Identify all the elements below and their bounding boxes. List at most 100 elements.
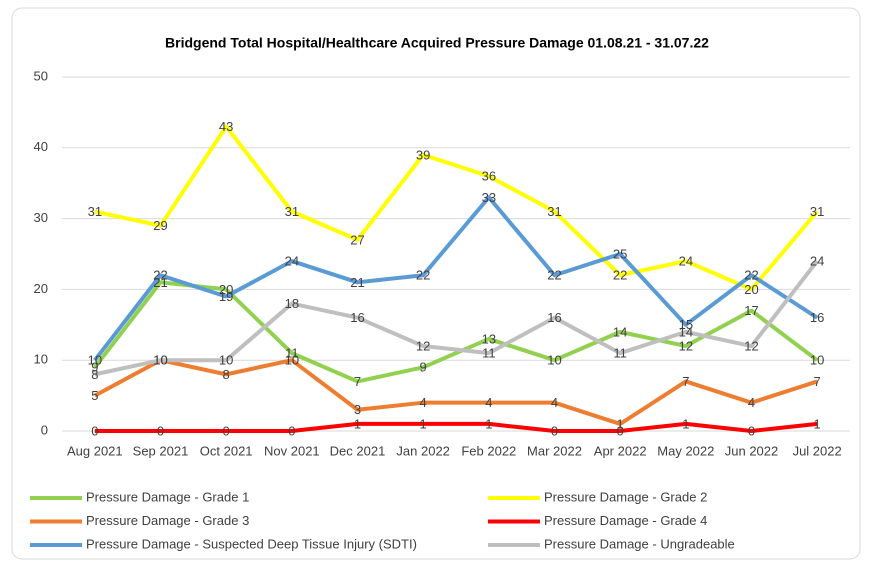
data-label: 1 <box>485 416 492 431</box>
data-label: 10 <box>153 353 167 368</box>
data-label: 0 <box>223 423 230 438</box>
data-label: 24 <box>285 254 299 269</box>
data-label: 10 <box>810 353 824 368</box>
data-label: 4 <box>420 395 427 410</box>
series-line <box>94 421 818 433</box>
data-label: 22 <box>744 268 758 283</box>
data-label: 25 <box>613 246 627 261</box>
y-tick-label: 40 <box>34 139 48 154</box>
data-label: 9 <box>420 360 427 375</box>
data-label: 12 <box>744 338 758 353</box>
data-label: 14 <box>613 324 627 339</box>
x-tick-label: Mar 2022 <box>527 443 582 458</box>
data-label: 7 <box>682 374 689 389</box>
x-tick-label: Dec 2021 <box>330 443 386 458</box>
data-label: 11 <box>285 346 299 361</box>
chart-title: Bridgend Total Hospital/Healthcare Acqui… <box>165 35 709 51</box>
data-label: 5 <box>91 388 98 403</box>
data-label: 12 <box>416 338 430 353</box>
data-label: 29 <box>153 218 167 233</box>
data-label: 7 <box>354 374 361 389</box>
y-tick-label: 0 <box>41 422 48 437</box>
series-line <box>94 124 819 292</box>
data-label: 1 <box>617 416 624 431</box>
data-label: 1 <box>354 416 361 431</box>
x-tick-label: Jul 2022 <box>793 443 842 458</box>
data-label: 20 <box>219 282 233 297</box>
chart-border <box>11 7 861 560</box>
data-label: 4 <box>551 395 558 410</box>
data-label: 7 <box>814 374 821 389</box>
data-label: 22 <box>153 268 167 283</box>
data-label: 14 <box>679 324 693 339</box>
data-label: 1 <box>682 416 689 431</box>
data-label: 10 <box>219 353 233 368</box>
x-tick-label: Feb 2022 <box>461 443 516 458</box>
data-label: 22 <box>613 268 627 283</box>
series-line <box>93 195 819 362</box>
data-label: 0 <box>157 423 164 438</box>
data-label: 9 <box>91 360 98 375</box>
data-label: 11 <box>613 346 627 361</box>
x-tick-label: Nov 2021 <box>264 443 320 458</box>
data-label: 43 <box>219 119 233 134</box>
data-label: 20 <box>744 282 758 297</box>
x-tick-label: Apr 2022 <box>594 443 647 458</box>
data-label: 8 <box>91 367 98 382</box>
data-label: 36 <box>482 169 496 184</box>
legend-label: Pressure Damage - Grade 4 <box>544 513 707 528</box>
data-label: 18 <box>285 296 299 311</box>
series-line <box>93 280 819 384</box>
legend-label: Pressure Damage - Grade 2 <box>544 489 707 504</box>
data-label: 22 <box>547 268 561 283</box>
legend-label: Pressure Damage - Suspected Deep Tissue … <box>86 536 417 551</box>
data-label: 10 <box>285 353 299 368</box>
data-label: 24 <box>810 254 824 269</box>
data-label: 4 <box>485 395 492 410</box>
x-tick-label: May 2022 <box>657 443 714 458</box>
data-label: 12 <box>679 338 693 353</box>
data-label: 21 <box>350 275 364 290</box>
x-tick-label: Jan 2022 <box>396 443 450 458</box>
data-label: 10 <box>153 353 167 368</box>
x-tick-label: Oct 2021 <box>200 443 253 458</box>
legend-label: Pressure Damage - Ungradeable <box>544 536 735 551</box>
data-label: 17 <box>744 303 758 318</box>
x-tick-label: Jun 2022 <box>725 443 779 458</box>
legend-label: Pressure Damage - Grade 3 <box>86 513 249 528</box>
data-label: 21 <box>153 275 167 290</box>
data-label: 16 <box>810 310 824 325</box>
x-tick-label: Aug 2021 <box>67 443 123 458</box>
data-label: 13 <box>482 331 496 346</box>
x-tick-label: Sep 2021 <box>133 443 189 458</box>
data-label: 31 <box>285 204 299 219</box>
data-label: 27 <box>350 232 364 247</box>
y-tick-label: 30 <box>34 210 48 225</box>
data-label: 31 <box>547 204 561 219</box>
data-label: 10 <box>547 353 561 368</box>
y-tick-label: 10 <box>34 352 48 367</box>
data-label: 31 <box>810 204 824 219</box>
y-tick-label: 20 <box>34 281 48 296</box>
data-label: 0 <box>617 423 624 438</box>
series-line <box>94 259 819 377</box>
data-label: 0 <box>551 423 558 438</box>
series-line <box>93 358 818 426</box>
data-label: 39 <box>416 147 430 162</box>
data-label: 15 <box>679 317 693 332</box>
data-label: 11 <box>482 346 496 361</box>
data-label: 3 <box>354 402 361 417</box>
data-label: 0 <box>91 423 98 438</box>
data-label: 31 <box>88 204 102 219</box>
y-tick-label: 50 <box>34 68 48 83</box>
data-label: 8 <box>223 367 230 382</box>
data-label: 0 <box>288 423 295 438</box>
data-label: 4 <box>748 395 755 410</box>
data-label: 24 <box>679 254 693 269</box>
data-label: 10 <box>88 353 102 368</box>
data-label: 16 <box>547 310 561 325</box>
data-label: 1 <box>814 416 821 431</box>
data-label: 33 <box>482 190 496 205</box>
